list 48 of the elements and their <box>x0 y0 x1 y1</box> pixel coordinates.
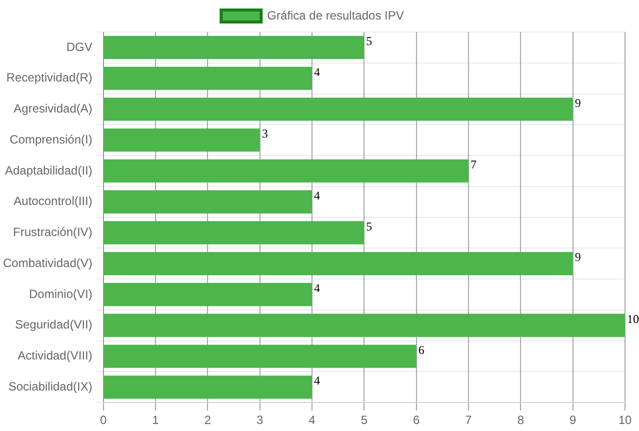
y-tick-label: Autocontrol(III) <box>14 194 92 208</box>
data-label: 5 <box>366 219 372 234</box>
data-label: 9 <box>574 96 581 110</box>
data-label: 4 <box>314 64 320 79</box>
data-label: 4 <box>314 188 320 202</box>
y-tick-label: Agresividad(A) <box>14 102 92 116</box>
y-tick-label: Seguridad(VII) <box>14 318 92 332</box>
legend-label: Gráfica de resultados IPV <box>267 8 404 22</box>
data-label: 4 <box>314 374 320 388</box>
x-tick-label: 0 <box>100 413 108 428</box>
bar <box>104 128 260 152</box>
y-tick-label: DGV <box>66 40 92 54</box>
x-tick-label: 3 <box>256 413 264 428</box>
bar <box>104 282 312 306</box>
data-label: 10 <box>627 312 639 326</box>
bar <box>104 159 469 183</box>
bar <box>104 36 364 60</box>
bar <box>104 376 312 399</box>
y-tick-label: Actividad(VIII) <box>18 348 92 363</box>
y-tick-label: Dominio(VI) <box>29 286 92 301</box>
bar <box>104 252 573 276</box>
y-tick-label: Sociabilidad(IX) <box>8 379 92 394</box>
data-label: 7 <box>470 158 477 172</box>
data-label: 9 <box>574 250 581 264</box>
data-label: 4 <box>314 281 320 296</box>
x-tick-label: 9 <box>569 413 576 428</box>
x-tick-label: 7 <box>465 413 472 428</box>
x-tick-label: 5 <box>360 413 368 428</box>
x-tick-label: 1 <box>152 413 160 428</box>
data-label: 6 <box>418 342 424 357</box>
bar <box>104 314 625 337</box>
x-tick-label: 10 <box>618 413 632 428</box>
y-tick-label: Combatividad(V) <box>2 256 92 270</box>
bar <box>104 66 312 90</box>
x-tick-label: 4 <box>308 413 316 428</box>
x-tick-label: 8 <box>517 413 524 428</box>
data-label: 5 <box>366 34 372 48</box>
y-tick-label: Receptividad(R) <box>6 70 92 85</box>
data-label: 3 <box>262 126 268 141</box>
bar <box>104 344 416 368</box>
y-tick-label: Comprensión(I) <box>10 132 92 146</box>
x-tick-label: 6 <box>413 413 420 428</box>
bar <box>104 221 364 244</box>
y-tick-label: Adaptabilidad(II) <box>4 163 92 178</box>
bar <box>104 190 312 214</box>
bar <box>104 98 573 121</box>
x-tick-label: 2 <box>204 413 212 428</box>
y-tick-label: Frustración(IV) <box>13 225 92 240</box>
